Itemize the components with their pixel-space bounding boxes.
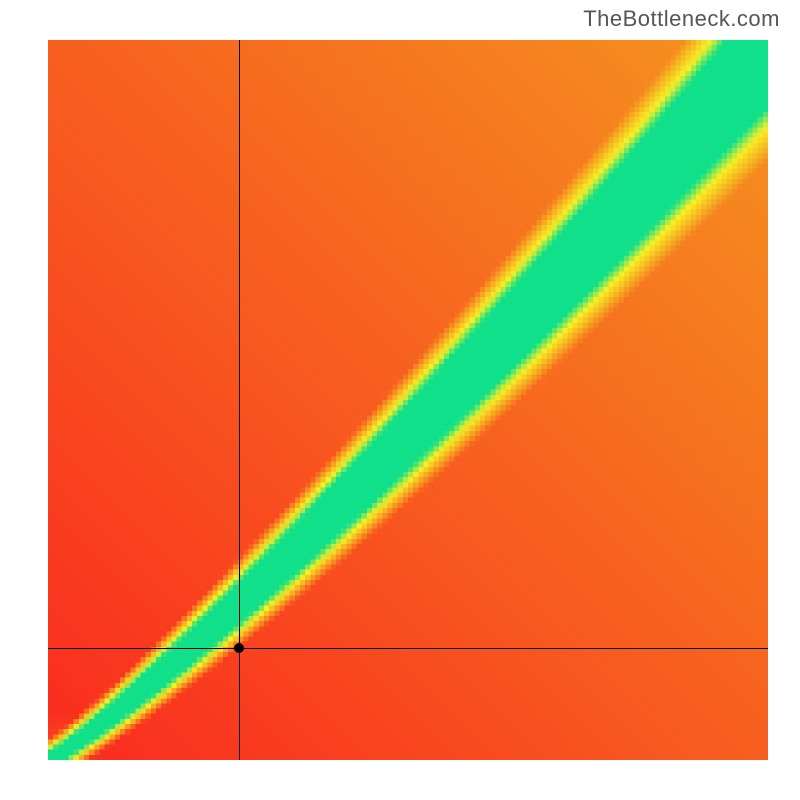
chart-container: TheBottleneck.com bbox=[0, 0, 800, 800]
watermark-text: TheBottleneck.com bbox=[583, 6, 780, 32]
heatmap-plot bbox=[48, 40, 768, 760]
data-point-marker bbox=[234, 643, 244, 653]
crosshair-horizontal bbox=[48, 648, 768, 649]
heatmap-canvas bbox=[48, 40, 768, 760]
